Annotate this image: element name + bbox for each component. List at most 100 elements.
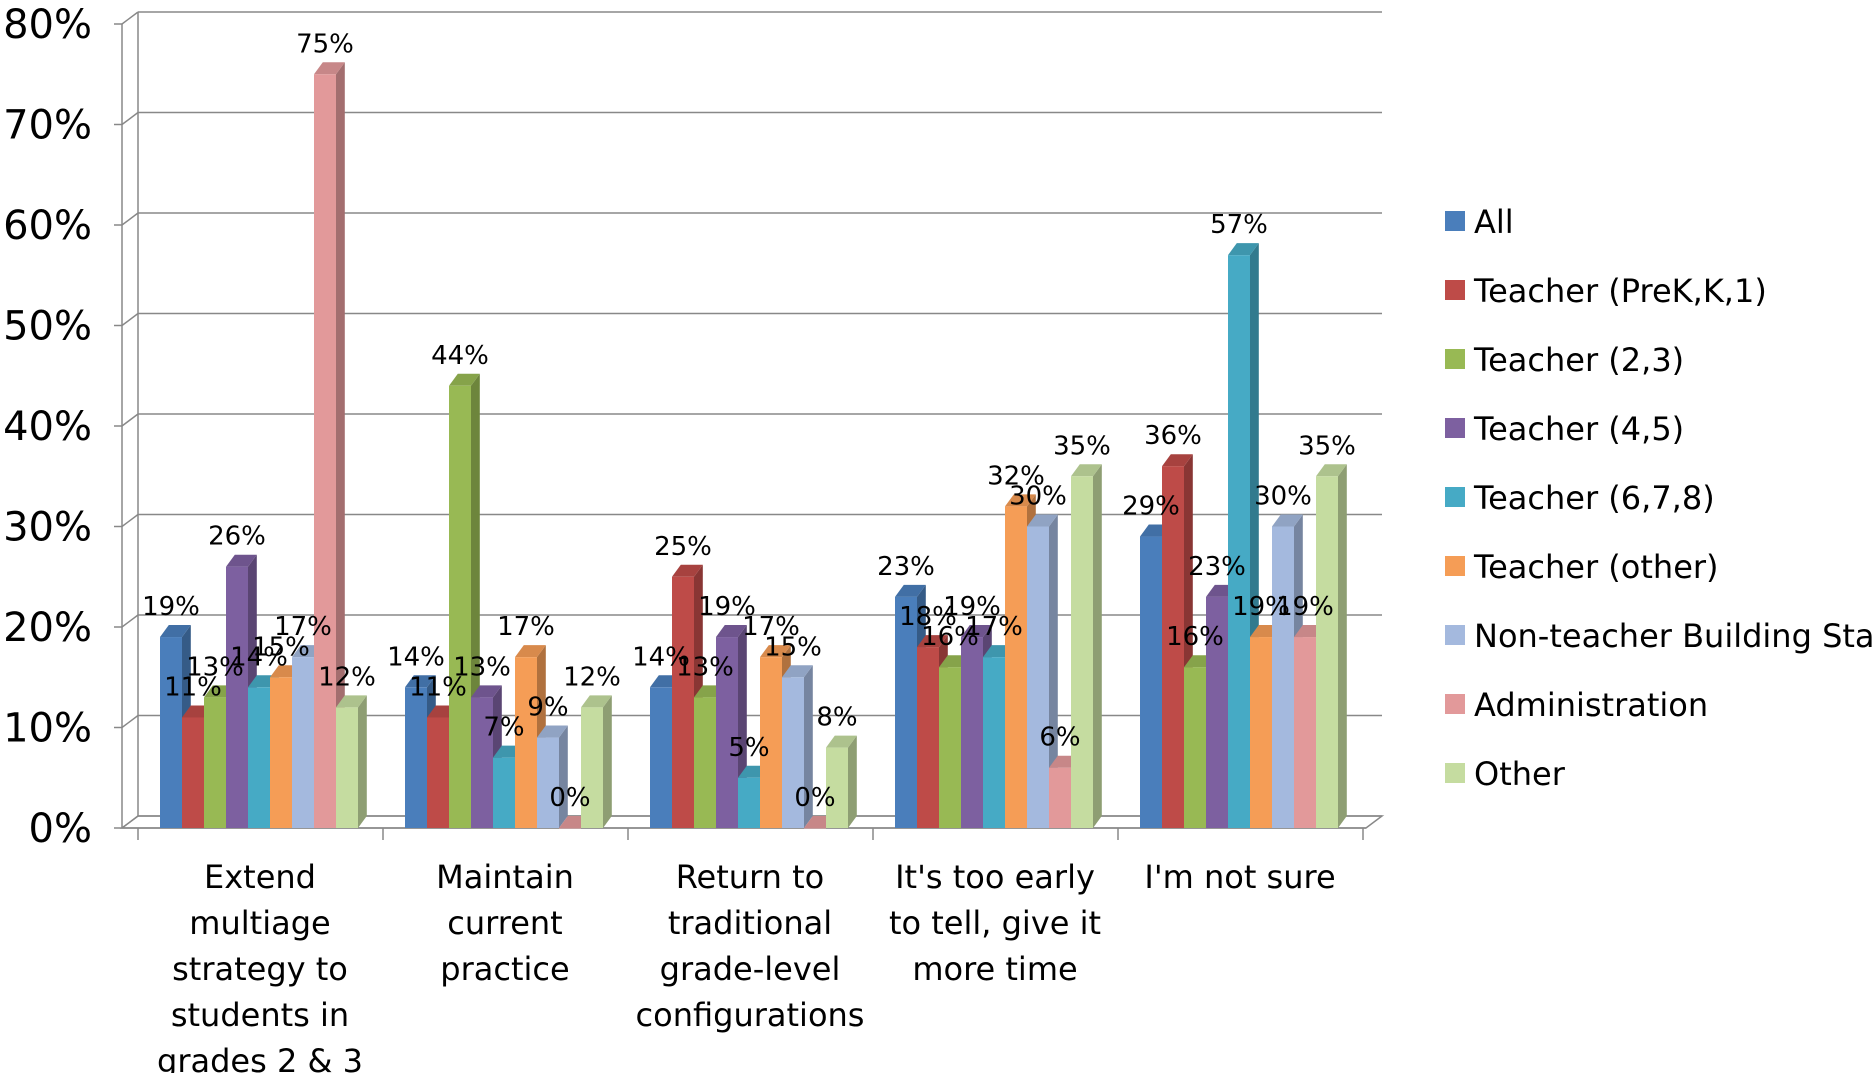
bar-front (449, 385, 471, 828)
data-label: 23% (877, 552, 935, 582)
data-label: 17% (497, 612, 555, 642)
data-label: 30% (1009, 482, 1067, 512)
data-label: 15% (252, 632, 310, 662)
bar-top (1005, 494, 1036, 507)
bar-side (1093, 464, 1102, 828)
bar-front (559, 828, 581, 829)
axes: 0% 10% 20% 30% 40% 50% 60% 70% 80% (3, 2, 1385, 852)
gridline-depth (121, 11, 139, 25)
data-label: 29% (1122, 492, 1180, 522)
bar-top (314, 62, 345, 75)
bar-front (694, 697, 716, 828)
legend-label: Administration (1474, 686, 1708, 724)
bar-top (1272, 514, 1303, 527)
bar-side (848, 735, 857, 828)
data-label: 32% (987, 461, 1045, 491)
gridline-depth (121, 413, 139, 427)
data-label: 13% (453, 652, 511, 682)
bar-top (537, 725, 568, 738)
bar-side (358, 695, 367, 828)
bar-top (760, 645, 791, 658)
bar-top (449, 373, 480, 386)
bar (1027, 514, 1058, 828)
data-label: 14% (632, 642, 690, 672)
data-label: 17% (742, 612, 800, 642)
data-label: 44% (431, 341, 489, 371)
bar-front (1206, 596, 1228, 828)
bars (160, 62, 1347, 829)
legend-swatch (1445, 556, 1465, 576)
bar-top (581, 695, 612, 708)
bar-top (895, 584, 926, 597)
gridline-depth (121, 513, 139, 528)
data-label: 5% (728, 733, 769, 763)
bar-front (1316, 476, 1338, 828)
data-label: 23% (1188, 552, 1246, 582)
data-label: 19% (1232, 592, 1290, 622)
data-label: 11% (164, 672, 222, 702)
bar-side (1338, 464, 1347, 828)
legend-entry: Teacher (PreK,K,1) (1445, 272, 1767, 310)
legend-entry: Non-teacher Building Staff (1445, 617, 1874, 655)
data-label: 36% (1144, 421, 1202, 451)
legend-entry: Teacher (other) (1445, 548, 1719, 586)
data-label: 19% (142, 592, 200, 622)
bar-front (160, 637, 182, 828)
data-label: 0% (794, 783, 835, 813)
legend-swatch (1445, 280, 1465, 300)
legend-swatch (1445, 487, 1465, 507)
legend-label: Teacher (6,7,8) (1473, 479, 1715, 517)
bar-front (1005, 506, 1027, 828)
bar-side (1049, 514, 1058, 828)
data-label: 57% (1210, 210, 1268, 240)
data-label: 26% (208, 522, 266, 552)
data-label: 8% (816, 703, 857, 733)
data-label: 18% (899, 602, 957, 632)
bar-front (782, 677, 804, 828)
bar-top (672, 564, 703, 577)
bar-front (248, 687, 270, 828)
bar-front (1184, 667, 1206, 828)
data-label: 0% (549, 783, 590, 813)
bar-side (336, 62, 345, 828)
y-tick-label: 80% (3, 2, 92, 48)
y-tick-label: 20% (3, 605, 92, 651)
bar-front (182, 717, 204, 828)
legend-label: Teacher (2,3) (1473, 341, 1684, 379)
bar-top (226, 554, 257, 567)
bar-front (270, 677, 292, 828)
bar-top (716, 625, 747, 638)
bar-top (405, 675, 436, 688)
bar-top (1071, 464, 1102, 477)
data-label: 35% (1053, 431, 1111, 461)
bar-front (405, 687, 427, 828)
legend-entry: Teacher (4,5) (1445, 410, 1684, 448)
data-label: 75% (296, 29, 354, 59)
data-label: 19% (1276, 592, 1334, 622)
data-label: 11% (409, 672, 467, 702)
data-label: 14% (387, 642, 445, 672)
bar-front (226, 566, 248, 828)
legend-swatch (1445, 625, 1465, 645)
gridline-depth (121, 111, 139, 126)
bar-front (760, 657, 782, 828)
bar-top (917, 635, 948, 648)
legend-label: Teacher (PreK,K,1) (1473, 272, 1767, 310)
legend-swatch (1445, 418, 1465, 438)
legend-entry: All (1445, 203, 1514, 241)
y-tick-label: 60% (3, 203, 92, 249)
category-labels: Extend multiage strategy to students in grad… (157, 858, 1336, 1073)
data-label: 17% (274, 612, 332, 642)
y-tick-label: 30% (3, 505, 92, 551)
bar-front (581, 707, 603, 828)
bar-side (559, 725, 568, 828)
legend-entry: Administration (1445, 686, 1708, 724)
bar-top (961, 625, 992, 638)
bar-top (515, 645, 546, 658)
data-label: 19% (943, 592, 1001, 622)
bar-front (336, 707, 358, 828)
category-label: Maintain current practice (436, 858, 574, 988)
data-label: 12% (563, 662, 621, 692)
bar (826, 735, 857, 828)
data-label: 15% (764, 632, 822, 662)
